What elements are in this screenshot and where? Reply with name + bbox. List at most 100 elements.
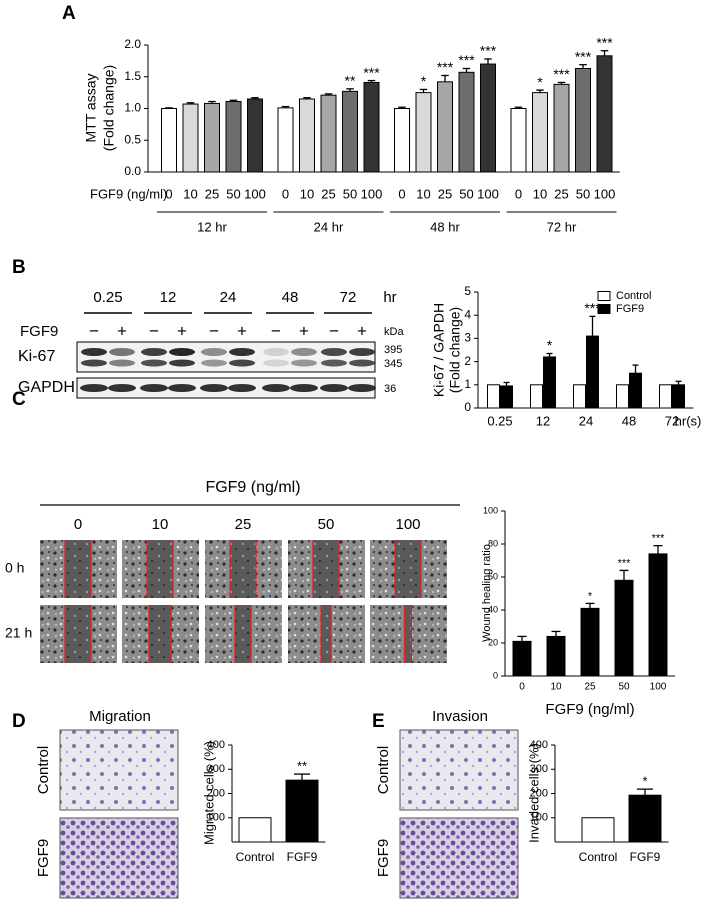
x-tick-label: 48 hr — [430, 219, 460, 234]
bar — [546, 635, 566, 677]
significance: ** — [297, 759, 307, 774]
bar — [500, 385, 513, 409]
x-tick-label: 100 — [650, 682, 667, 693]
band — [140, 384, 168, 392]
x-tick-label: 10 — [300, 186, 314, 201]
y-tick-label: 4 — [464, 307, 471, 321]
kda-value: 345 — [384, 358, 402, 370]
significance: *** — [553, 66, 570, 82]
lane-sign: + — [357, 321, 367, 340]
bar — [628, 794, 662, 843]
x-axis-label: FGF9 (ng/ml) — [90, 186, 167, 201]
bar — [363, 81, 380, 173]
panel-label: B — [12, 257, 26, 278]
x-tick-label: 10 — [550, 682, 562, 693]
band — [349, 348, 375, 356]
bar — [487, 384, 500, 409]
panel-label: D — [12, 711, 26, 732]
bar — [616, 384, 629, 409]
x-tick-label: 50 — [226, 186, 240, 201]
x-tick-label: 50 — [618, 682, 630, 693]
bar — [285, 779, 319, 843]
x-tick-label: 10 — [183, 186, 197, 201]
x-tick-label: 72 — [665, 413, 679, 428]
x-tick-label: FGF9 — [630, 850, 661, 864]
wound-gap — [235, 605, 251, 663]
y-tick-label: 100 — [530, 812, 548, 824]
y-tick-label: 2 — [464, 354, 471, 368]
wound-gap — [395, 540, 421, 598]
band — [321, 359, 347, 367]
band — [263, 348, 289, 356]
bar — [225, 101, 242, 173]
y-tick-label: 400 — [207, 739, 225, 751]
x-tick-label: Control — [236, 850, 275, 864]
bar — [573, 384, 586, 409]
x-axis-label: FGF9 (ng/ml) — [545, 701, 634, 718]
significance: * — [642, 774, 647, 789]
significance: *** — [618, 557, 632, 569]
significance: * — [547, 337, 553, 353]
significance: *** — [596, 34, 613, 50]
legend-swatch — [597, 291, 611, 301]
y-tick-label: 3 — [464, 331, 471, 345]
wound-gap — [230, 540, 256, 598]
wound-gap — [149, 605, 171, 663]
lane-sign: − — [329, 321, 339, 340]
y-tick-label: 200 — [207, 787, 225, 799]
band — [108, 384, 136, 392]
significance: *** — [652, 533, 666, 545]
bar — [532, 92, 548, 173]
x-tick-label: 100 — [594, 186, 616, 201]
y-axis-label: MTT assay — [83, 74, 99, 143]
panel-label: C — [12, 389, 26, 410]
y-axis-label: Wound healing ratio — [481, 544, 493, 642]
y-tick-label: 60 — [488, 571, 498, 581]
x-tick-label: 24 hr — [314, 219, 344, 234]
band — [200, 384, 228, 392]
legend-label: FGF9 — [616, 303, 644, 315]
time-label: 72 — [340, 289, 357, 306]
band — [81, 348, 107, 356]
kda-label: kDa — [384, 326, 404, 338]
dose-label: 50 — [318, 516, 335, 533]
x-tick-label: 50 — [576, 186, 590, 201]
time-label: 12 — [160, 289, 177, 306]
bar — [553, 83, 570, 173]
bar — [204, 102, 220, 173]
row-label: Control — [375, 746, 392, 794]
y-axis-label: Invaded cells (%) — [526, 743, 541, 843]
significance: *** — [584, 300, 601, 316]
dose-label: 0 — [74, 516, 82, 533]
x-tick-label: 100 — [477, 186, 499, 201]
bar — [458, 71, 475, 173]
band — [291, 348, 317, 356]
x-tick-label: 0 — [282, 186, 289, 201]
band — [229, 348, 255, 356]
bar — [575, 67, 591, 173]
legend-label: Control — [616, 290, 651, 302]
bar — [648, 553, 668, 677]
band — [109, 348, 135, 356]
x-tick-label: 72 hr — [547, 219, 577, 234]
lane-sign: − — [149, 321, 159, 340]
wound-gap — [321, 605, 331, 663]
y-tick-label: 80 — [488, 538, 498, 548]
x-tick-label: 0 — [398, 186, 405, 201]
row-label: Control — [35, 746, 52, 794]
y-tick-label: 100 — [483, 505, 498, 515]
time-label: 24 — [220, 289, 237, 306]
kda-value: 36 — [384, 383, 396, 395]
x-tick-label: 50 — [343, 186, 357, 201]
bar — [394, 108, 410, 173]
x-tick-label: 25 — [554, 186, 568, 201]
transwell-image — [59, 817, 179, 899]
band — [169, 348, 195, 356]
panel-label: A — [62, 3, 76, 24]
bar — [530, 384, 543, 409]
band — [291, 359, 317, 367]
wound-gap — [313, 540, 339, 598]
x-tick-label: 100 — [361, 186, 383, 201]
bar — [480, 63, 496, 173]
wound-gap — [147, 540, 173, 598]
